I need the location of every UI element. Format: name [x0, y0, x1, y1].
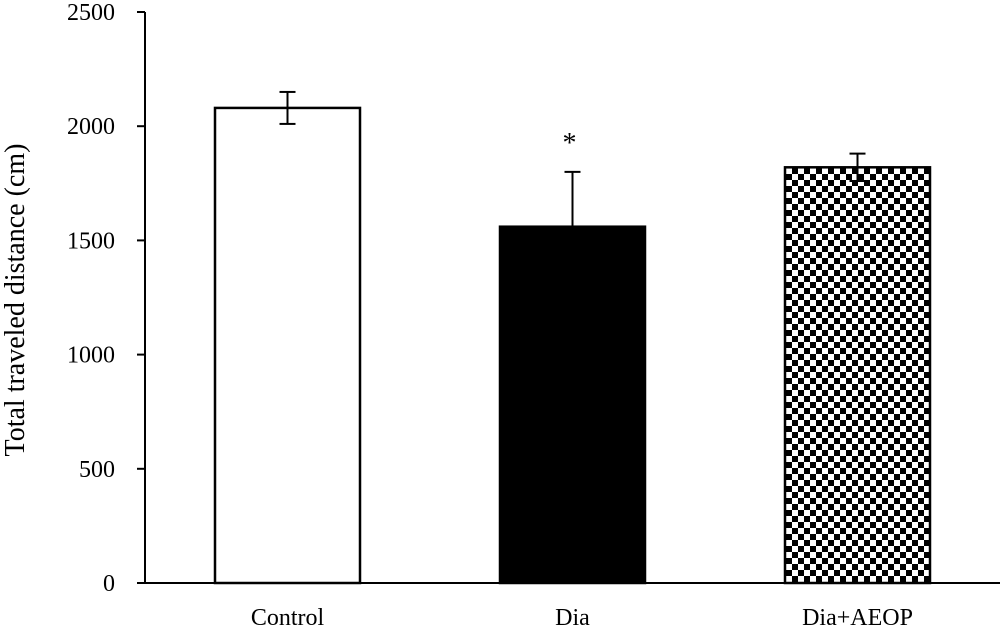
x-tick-label: Control: [251, 605, 325, 630]
y-tick-label: 2000: [67, 114, 115, 140]
y-axis-title: Total traveled distance (cm): [0, 144, 31, 457]
error-bars: [279, 90, 866, 227]
x-tick-label: Dia: [555, 605, 590, 630]
y-axis-ticks: 0 500 1000 1500 2000 2500: [67, 0, 145, 597]
annotations: *: [563, 128, 577, 159]
y-tick-label: 1000: [67, 343, 115, 369]
y-tick-label: 1500: [67, 228, 115, 254]
x-tick-label: Dia+AEOP: [802, 605, 913, 630]
bars: [213, 106, 932, 585]
significance-marker: *: [563, 128, 577, 159]
bar-dia: [498, 225, 647, 585]
y-tick-label: 0: [103, 571, 115, 597]
bar-control: [213, 106, 362, 585]
x-axis-labels: Control Dia Dia+AEOP: [251, 605, 913, 630]
y-tick-label: 500: [79, 457, 115, 483]
y-tick-label: 2500: [67, 0, 115, 26]
bar-dia-aeop: [783, 166, 932, 585]
